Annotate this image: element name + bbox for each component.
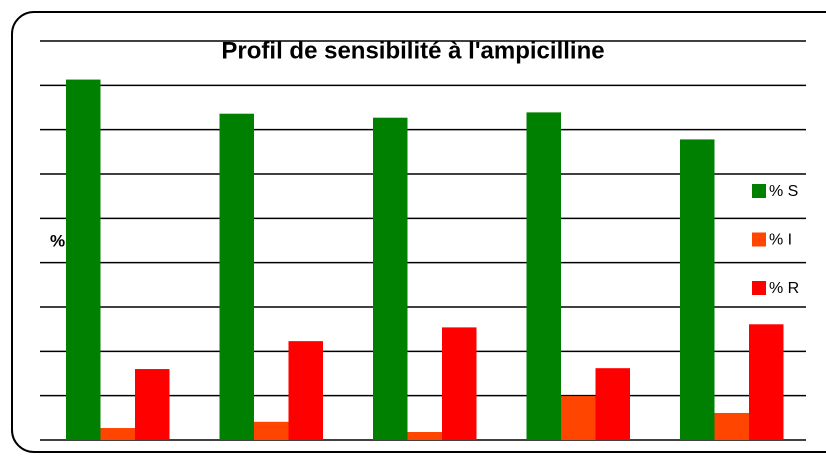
- bar: [135, 369, 170, 440]
- bar: [407, 432, 442, 440]
- bar: [561, 396, 596, 440]
- bar: [442, 327, 477, 440]
- legend-swatch: [752, 232, 766, 247]
- bar: [373, 117, 408, 441]
- bar: [100, 428, 135, 440]
- legend-label: % I: [769, 232, 792, 249]
- bar: [526, 112, 561, 441]
- bar: [714, 412, 749, 440]
- bar: [66, 79, 101, 440]
- bar: [254, 421, 289, 440]
- legend-label: % R: [769, 280, 799, 297]
- legend-swatch: [752, 184, 766, 198]
- bar: [680, 139, 715, 441]
- bar: [595, 368, 630, 440]
- bar: [749, 324, 784, 440]
- chart-frame: [11, 11, 826, 453]
- legend-label: % S: [769, 183, 798, 200]
- bar: [219, 113, 254, 440]
- legend-swatch: [752, 281, 766, 295]
- chart-title: Profil de sensibilité à l'ampicilline: [221, 37, 604, 64]
- bar: [288, 341, 323, 440]
- y-axis-label: %: [50, 231, 65, 250]
